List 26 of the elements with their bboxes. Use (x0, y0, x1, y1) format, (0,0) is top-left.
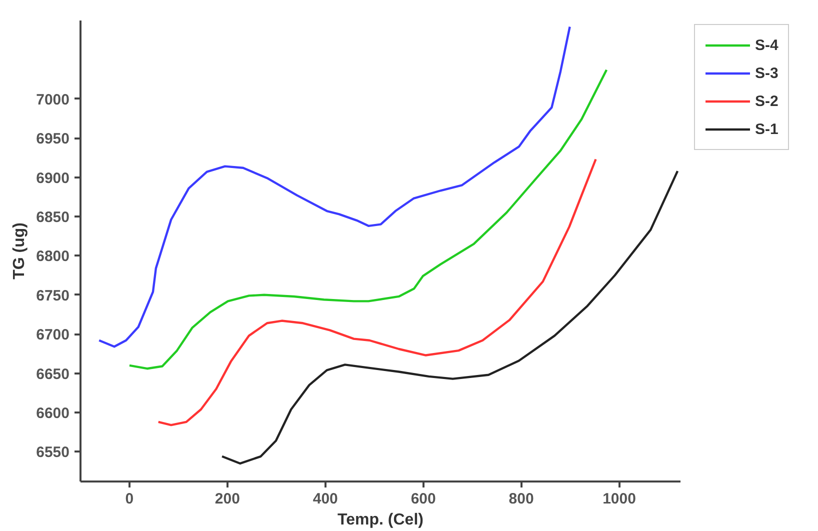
y-tick-label: 6650 (36, 366, 70, 383)
y-tick-label: 6750 (36, 287, 70, 304)
y-tick-label: 6600 (36, 405, 70, 422)
line-series (220, 170, 679, 465)
y-axis-title: TG (ug) (11, 222, 28, 280)
y-tick-label: 6550 (36, 444, 70, 462)
y-tick-label: 6950 (36, 130, 70, 148)
y-tick-label: 6700 (36, 326, 70, 344)
line-series (98, 26, 571, 348)
legend-label: S-2 (755, 92, 778, 110)
y-tick-label: 6850 (36, 209, 70, 226)
y-tick-label: 7000 (36, 91, 70, 108)
legend-label: S-3 (755, 64, 778, 82)
y-tick-label: 6800 (36, 248, 70, 266)
legend-label: S-4 (755, 36, 778, 54)
x-tick-label: 800 (508, 490, 534, 508)
x-tick-label: 200 (214, 490, 240, 508)
legend-label: S-1 (755, 120, 778, 138)
x-axis-title: Temp. (Cel) (338, 512, 424, 528)
line-series (128, 68, 608, 370)
y-tick-label: 6900 (36, 170, 70, 187)
line-series (157, 158, 597, 426)
x-tick-label: 600 (410, 490, 436, 508)
x-tick-label: 0 (125, 490, 134, 508)
x-tick-label: 1000 (602, 490, 636, 508)
x-tick-label: 400 (312, 490, 338, 508)
